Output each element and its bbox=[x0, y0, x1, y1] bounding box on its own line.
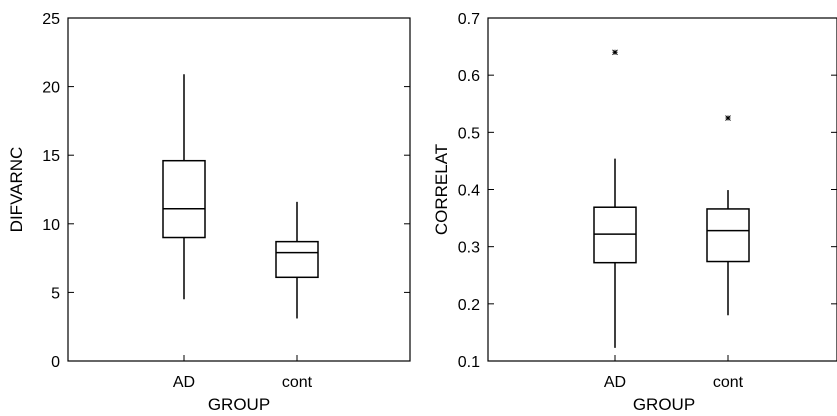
y-tick-label: 15 bbox=[42, 148, 60, 165]
iqr-box bbox=[275, 240, 319, 279]
x-axis-label: GROUP bbox=[208, 395, 270, 414]
x-tick-label: AD bbox=[604, 374, 626, 391]
iqr-box bbox=[706, 208, 750, 263]
y-tick-label: 0.1 bbox=[458, 354, 480, 371]
box-cont bbox=[706, 115, 750, 316]
correlat-box-plot: GROUP CORRELAT 0.1 0.2 0.3 0.4 0.5 0.6 0.7 AD co… bbox=[432, 11, 837, 414]
y-tick-label: 0.3 bbox=[458, 240, 480, 257]
y-tick-label: 0.7 bbox=[458, 11, 480, 28]
y-tick-label: 0 bbox=[51, 354, 60, 371]
y-tick-label: 20 bbox=[42, 80, 60, 97]
plot-frame bbox=[487, 17, 837, 362]
y-tick-label: 25 bbox=[42, 11, 60, 28]
y-tick-label: 0.5 bbox=[458, 125, 480, 142]
y-tick-label: 0.4 bbox=[458, 183, 480, 200]
y-tick-label: 0.6 bbox=[458, 68, 480, 85]
y-axis-label: DIFVARNC bbox=[7, 147, 26, 233]
iqr-box bbox=[162, 159, 206, 239]
plot-frame bbox=[67, 17, 411, 362]
box-ad bbox=[593, 49, 637, 348]
y-tick-label: 10 bbox=[42, 217, 60, 234]
x-axis-label: GROUP bbox=[633, 395, 695, 414]
box-ad bbox=[162, 74, 206, 300]
difvarnc-box-plot: GROUP DIFVARNC 0 5 10 15 20 25 AD cont bbox=[7, 11, 411, 414]
y-tick-label: 0.2 bbox=[458, 297, 480, 314]
outlier-marker bbox=[612, 49, 618, 56]
y-axis-label: CORRELAT bbox=[432, 144, 451, 235]
iqr-box bbox=[593, 206, 637, 264]
box-cont bbox=[275, 201, 319, 319]
outlier-marker bbox=[725, 115, 731, 121]
x-tick-label: AD bbox=[173, 374, 195, 391]
x-tick-label: cont bbox=[713, 374, 744, 391]
y-tick-label: 5 bbox=[51, 285, 60, 302]
x-tick-label: cont bbox=[282, 374, 313, 391]
